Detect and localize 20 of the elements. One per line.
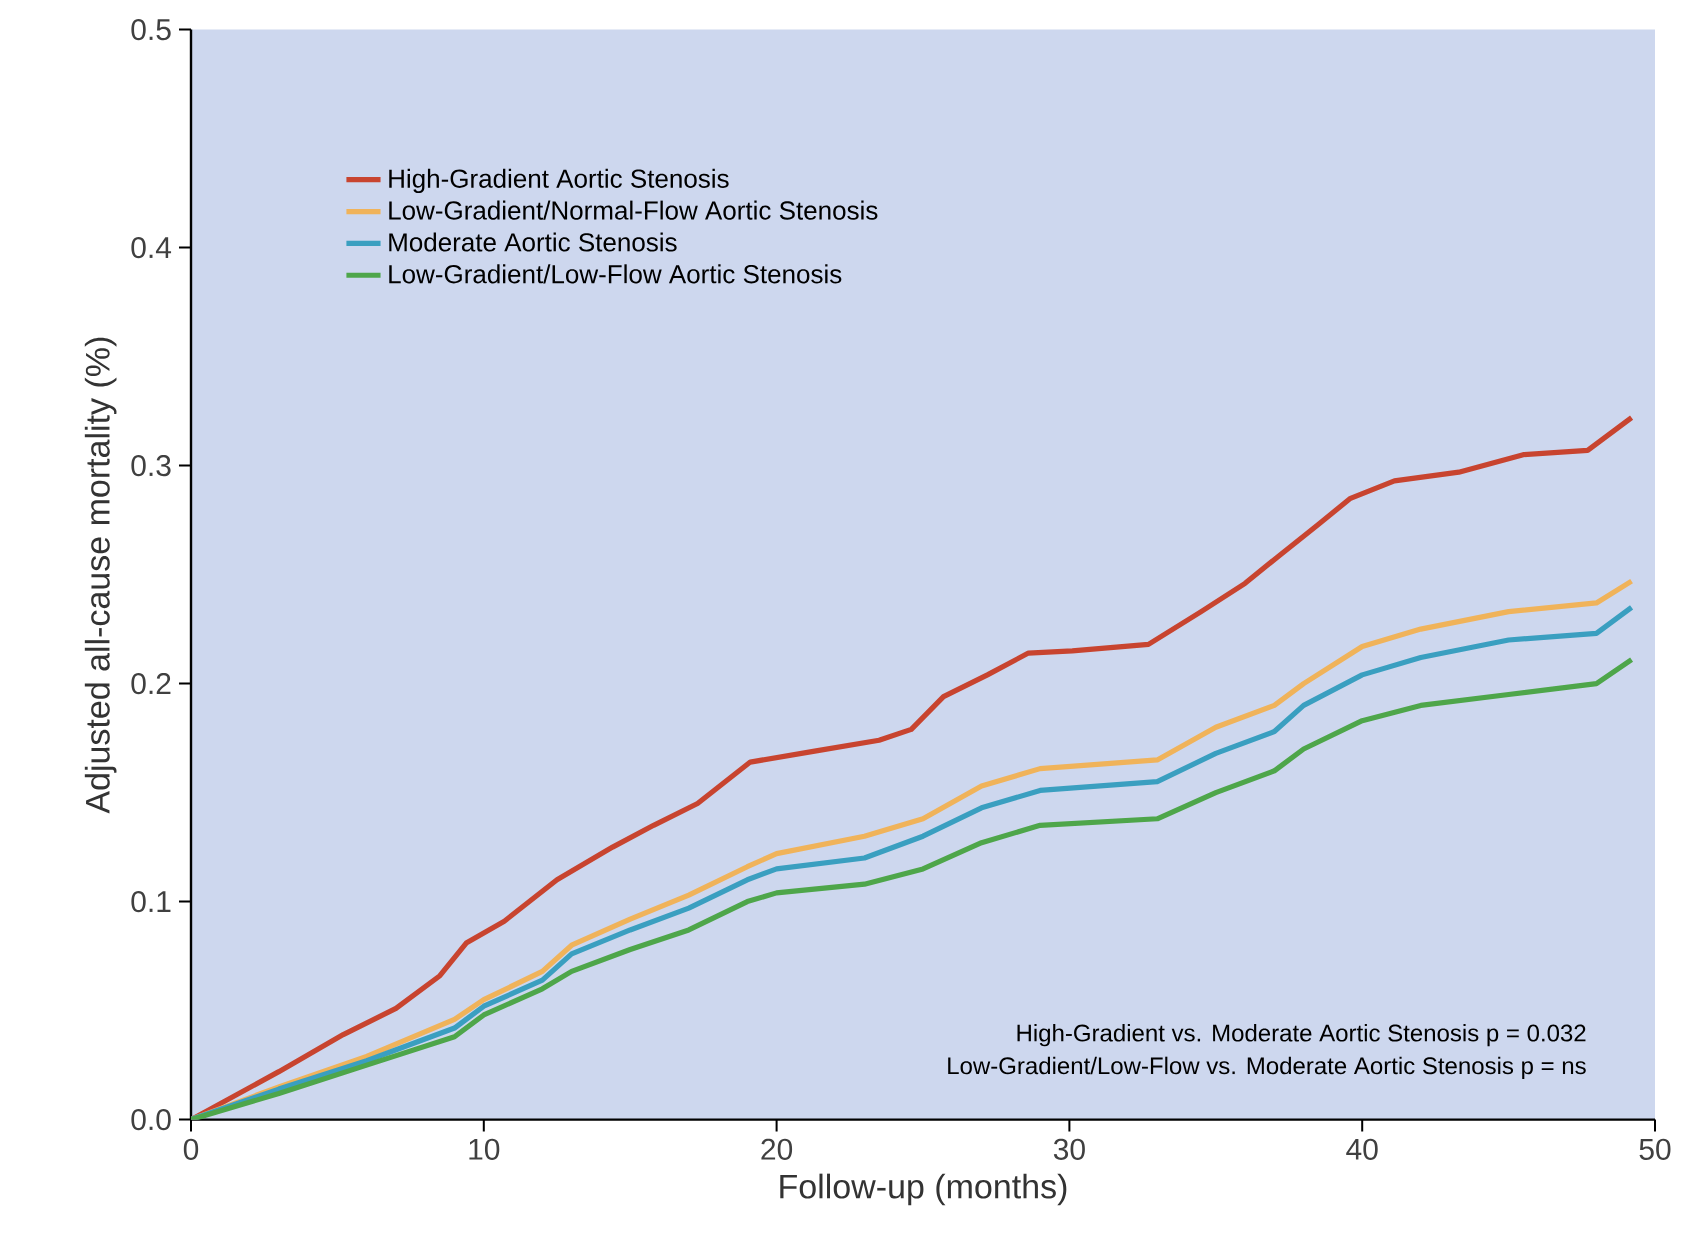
x-tick-label: 30 (1053, 1138, 1085, 1160)
y-tick-label: 0.4 (131, 236, 172, 259)
y-tick-label: 0.1 (131, 890, 171, 913)
y-axis-title: Adjusted all-cause mortality (%) (84, 337, 117, 814)
y-tick-label: 0.2 (131, 672, 171, 695)
x-tick-label: 40 (1346, 1138, 1378, 1160)
y-tick-label: 0.5 (131, 18, 171, 41)
annotation: High-Gradient vs. Moderate Aortic Stenosis p = 0.032 (1017, 1023, 1586, 1047)
legend-label: High-Gradient Aortic Stenosis (389, 168, 729, 194)
x-tick-label: 0 (183, 1138, 199, 1160)
legend-label: Low-Gradient/Normal-Flow Aortic Stenosis (389, 200, 878, 220)
annotation: Low-Gradient/Low-Flow vs. Moderate Aortic Stenosis p = ns (948, 1056, 1586, 1080)
y-tick-label: 0.0 (131, 1108, 171, 1131)
x-tick-label: 10 (469, 1138, 500, 1160)
y-tick-label: 0.3 (131, 454, 171, 477)
x-tick-label: 20 (761, 1138, 793, 1160)
legend-label: Moderate Aortic Stenosis (389, 232, 677, 252)
x-axis-title: Follow-up (months) (780, 1173, 1067, 1206)
legend-label: Low-Gradient/Low-Flow Aortic Stenosis (389, 264, 842, 284)
x-tick-label: 50 (1639, 1138, 1671, 1160)
